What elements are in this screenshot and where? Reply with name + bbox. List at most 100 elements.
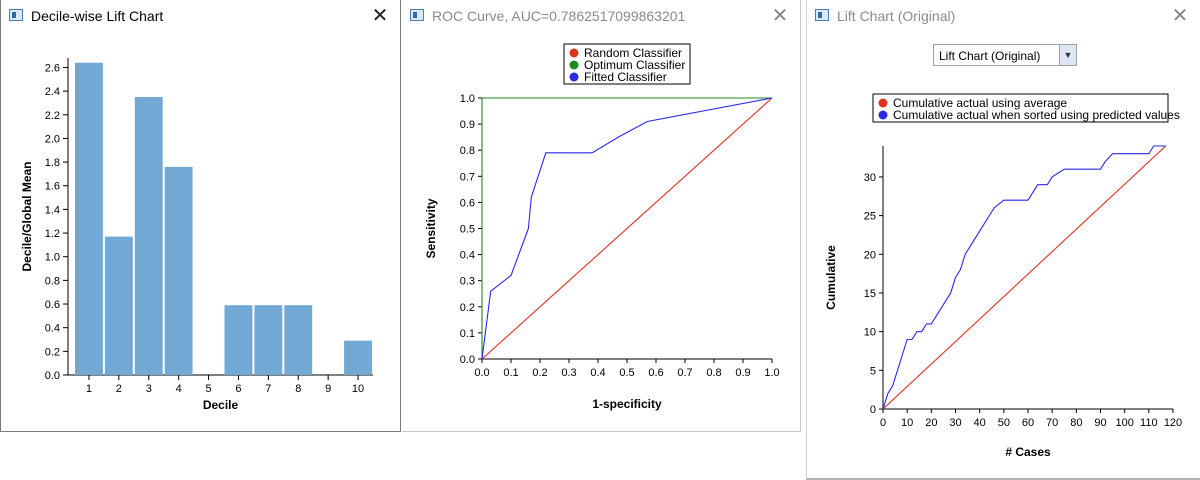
y-tick-label: 25 — [864, 211, 876, 223]
x-tick-label: 7 — [265, 383, 271, 395]
lift-titlebar[interactable]: Lift Chart (Original) ✕ — [807, 0, 1200, 33]
close-button[interactable]: ✕ — [1171, 5, 1189, 27]
legend-box — [872, 93, 1169, 123]
legend-label: Cumulative actual when sorted using pred… — [893, 108, 1180, 122]
chart-app-icon — [815, 9, 829, 21]
y-tick-label: 0.0 — [45, 370, 60, 382]
legend-marker — [569, 60, 579, 70]
x-tick-label: 4 — [176, 383, 182, 395]
series-line — [882, 145, 1166, 410]
x-tick-label: 0.3 — [561, 367, 576, 379]
y-tick-label: 20 — [864, 249, 876, 261]
window-title: Lift Chart (Original) — [837, 8, 956, 24]
x-tick-label: 0.5 — [619, 367, 634, 379]
x-tick-label: 3 — [146, 383, 152, 395]
window-title: Decile-wise Lift Chart — [31, 8, 164, 24]
window-title: ROC Curve, AUC=0.7862517099863201 — [432, 8, 686, 24]
legend-label: Cumulative actual using average — [893, 96, 1067, 110]
x-axis-label: 1-specificity — [592, 397, 662, 411]
chevron-down-icon[interactable]: ▼ — [1059, 45, 1076, 65]
x-tick-label: 0.9 — [735, 367, 750, 379]
y-tick-label: 0.7 — [460, 171, 475, 183]
y-axis-label: Cumulative — [824, 245, 838, 310]
y-tick-label: 1.0 — [45, 252, 60, 264]
legend-label: Optimum Classifier — [584, 58, 685, 72]
x-tick-label: 0.6 — [648, 367, 663, 379]
y-tick-label: 0.4 — [460, 250, 475, 262]
y-tick-label: 0.3 — [460, 276, 475, 288]
roc-curve-window: ROC Curve, AUC=0.7862517099863201 ✕ 0.0 0… — [402, 0, 801, 432]
legend-box — [563, 43, 691, 85]
y-tick-label: 1.2 — [45, 228, 60, 240]
x-tick-label: 0 — [880, 417, 886, 429]
x-tick-label: 1 — [86, 383, 92, 395]
x-tick-label: 8 — [295, 383, 301, 395]
x-tick-label: 70 — [1046, 417, 1058, 429]
x-tick-label: 0.8 — [706, 367, 721, 379]
x-tick-label: 60 — [1022, 417, 1034, 429]
y-tick-label: 1.4 — [45, 204, 60, 216]
x-tick-label: 30 — [949, 417, 961, 429]
lift-chart-window: Lift Chart (Original) ✕ Lift Chart (Orig… — [806, 0, 1200, 480]
cumulative-lift-chart: 0 5 10 15 20 25 30 0 10 20 30 40 50 60 70 80 90 100 110 120… — [824, 93, 1182, 459]
bar — [75, 62, 103, 375]
x-tick-label: 5 — [205, 383, 211, 395]
y-tick-label: 0.2 — [45, 346, 60, 358]
decile-bar-chart: 0.0 0.2 0.4 0.6 0.8 1.0 1.2 1.4 1.6 1.8 2.0 2.2 2.4 2… — [20, 58, 373, 412]
y-tick-label: 0.6 — [460, 197, 475, 209]
x-tick-label: 80 — [1070, 417, 1082, 429]
y-tick-label: 0.2 — [460, 302, 475, 314]
legend-marker — [878, 98, 888, 108]
legend-marker — [569, 72, 579, 82]
y-tick-label: 1.6 — [45, 181, 60, 193]
y-tick-label: 0.8 — [45, 275, 60, 287]
y-tick-label: 1.0 — [460, 93, 475, 105]
x-tick-label: 0.0 — [474, 367, 489, 379]
bar — [254, 305, 283, 375]
x-axis-label: # Cases — [1005, 445, 1051, 459]
y-tick-label: 0.4 — [45, 323, 60, 335]
y-tick-label: 2.0 — [45, 133, 60, 145]
x-tick-label: 0.7 — [677, 367, 692, 379]
roc-titlebar[interactable]: ROC Curve, AUC=0.7862517099863201 ✕ — [402, 0, 800, 33]
x-tick-label: 0.4 — [590, 367, 605, 379]
x-tick-label: 40 — [974, 417, 986, 429]
x-tick-label: 10 — [901, 417, 913, 429]
y-tick-label: 30 — [864, 172, 876, 184]
y-tick-label: 2.4 — [45, 86, 60, 98]
y-tick-label: 0.6 — [45, 299, 60, 311]
bar — [164, 166, 193, 375]
close-button[interactable]: ✕ — [771, 5, 789, 27]
y-axis-label: Sensitivity — [424, 198, 438, 258]
legend-label: Random Classifier — [584, 46, 682, 60]
y-axis-label: Decile/Global Mean — [20, 161, 34, 271]
y-tick-label: 5 — [870, 365, 876, 377]
x-tick-label: 90 — [1094, 417, 1106, 429]
y-tick-label: 2.2 — [45, 110, 60, 122]
x-tick-label: 100 — [1115, 417, 1133, 429]
dropdown-selected-value: Lift Chart (Original) — [939, 49, 1041, 63]
close-button[interactable]: ✕ — [371, 5, 389, 27]
y-tick-label: 0.1 — [460, 328, 475, 340]
x-axis-label: Decile — [203, 398, 239, 412]
x-tick-label: 6 — [235, 383, 241, 395]
x-tick-label: 120 — [1164, 417, 1182, 429]
y-tick-label: 10 — [864, 327, 876, 339]
x-tick-label: 0.1 — [503, 367, 518, 379]
chart-app-icon — [410, 9, 424, 21]
series-line — [481, 97, 773, 360]
x-tick-label: 10 — [352, 383, 364, 395]
decile-lift-titlebar[interactable]: Decile-wise Lift Chart ✕ — [1, 0, 400, 33]
x-tick-label: 110 — [1140, 417, 1158, 429]
bar — [224, 305, 253, 375]
decile-lift-window: Decile-wise Lift Chart ✕ 0.0 0.2 0.4 0.6 0.8… — [0, 0, 401, 432]
series-line — [481, 97, 772, 359]
bar — [284, 305, 313, 375]
y-tick-label: 15 — [864, 288, 876, 300]
chart-type-dropdown[interactable]: Lift Chart (Original) ▼ — [933, 44, 1077, 66]
series-line — [481, 97, 773, 360]
legend-label: Fitted Classifier — [584, 70, 667, 84]
y-tick-label: 2.6 — [45, 62, 60, 74]
series-line — [882, 145, 1167, 410]
bar — [104, 236, 133, 375]
